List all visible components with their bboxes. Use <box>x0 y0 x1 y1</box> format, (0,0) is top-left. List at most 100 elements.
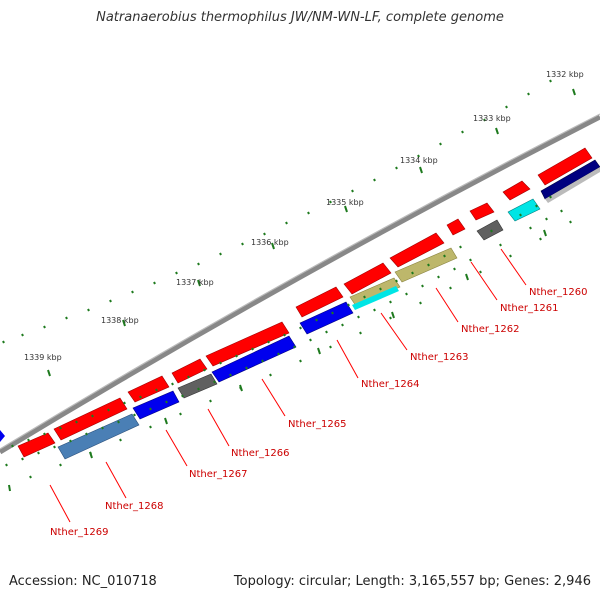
scale-tick <box>277 352 280 356</box>
gene-labels: Nther_1260 Nther_1261 Nther_1262 Nther_1… <box>50 287 587 538</box>
gene-label[interactable]: Nther_1263 <box>410 352 468 363</box>
gene-arrow[interactable] <box>476 219 504 241</box>
gene-arrow[interactable] <box>132 390 180 420</box>
scale-label: 1335 kbp <box>326 198 364 207</box>
scale-tick <box>325 330 328 334</box>
scale-tick <box>187 375 190 379</box>
gene-arrow[interactable] <box>343 262 392 295</box>
gene-arrow[interactable] <box>349 277 401 307</box>
scale-tick <box>149 407 152 411</box>
scale-tick <box>285 221 288 225</box>
scale-tick <box>549 195 552 199</box>
gene-arrow[interactable] <box>389 232 445 268</box>
scale-tick <box>107 408 110 412</box>
gene-label[interactable]: Nther_1268 <box>105 501 163 512</box>
gene-arrow[interactable] <box>352 286 399 310</box>
gene-arrow[interactable] <box>127 375 170 403</box>
scale-tick <box>59 426 62 430</box>
gene-arrow[interactable] <box>17 432 56 458</box>
gene-arrow[interactable] <box>171 358 208 384</box>
accession-text: Accession: NC_010718 <box>9 574 157 589</box>
scale-tick <box>29 475 32 479</box>
gene-label[interactable]: Nther_1269 <box>50 527 108 538</box>
gene-label[interactable]: Nther_1261 <box>500 303 558 314</box>
scale-tick <box>209 399 212 403</box>
scale-tick <box>2 340 5 344</box>
leader-line <box>500 248 527 286</box>
scale-tick <box>309 338 312 342</box>
scale-tick <box>505 105 508 109</box>
scale-tick <box>499 243 502 247</box>
scale-tick <box>119 438 122 442</box>
scale-tick <box>419 301 422 305</box>
scale-tick <box>395 279 398 283</box>
gene-label[interactable]: Nther_1262 <box>461 324 519 335</box>
leader-line <box>380 312 408 351</box>
scale-tick-major <box>164 417 168 425</box>
scale-tick <box>165 400 168 404</box>
reverse-strand-genes <box>0 159 600 460</box>
genome-title: Natranaerobius thermophilus JW/NM-WN-LF,… <box>96 10 504 25</box>
scale-tick <box>213 380 216 384</box>
gene-label[interactable]: Nther_1265 <box>288 419 346 430</box>
scale-tick <box>509 254 512 258</box>
gene-arrow[interactable] <box>205 321 290 367</box>
scale-tick <box>389 316 392 320</box>
scale-tick <box>219 252 222 256</box>
gene-label[interactable]: Nther_1264 <box>361 379 419 390</box>
gene-arrow[interactable] <box>0 430 5 442</box>
gene-label[interactable]: Nther_1266 <box>231 448 289 459</box>
scale-tick-major <box>317 347 321 355</box>
scale-tick <box>65 316 68 320</box>
gene-arrow[interactable] <box>469 202 495 221</box>
scale-tick <box>439 142 442 146</box>
gene-label[interactable]: Nther_1260 <box>529 287 587 298</box>
scale-tick <box>21 457 24 461</box>
scale-tick <box>263 232 266 236</box>
gene-arrow[interactable] <box>540 159 600 200</box>
scale-tick-major <box>543 229 547 237</box>
gene-arrow[interactable] <box>446 218 466 236</box>
gene-arrow[interactable] <box>295 286 344 318</box>
leader-line <box>105 461 127 499</box>
scale-tick <box>347 303 350 307</box>
scale-tick <box>519 213 522 217</box>
scale-tick <box>27 438 30 442</box>
scale-label: 1332 kbp <box>546 70 584 79</box>
scale-tick <box>315 318 318 322</box>
scale-tick <box>549 79 552 83</box>
scale-tick <box>405 292 408 296</box>
scale-label: 1337 kbp <box>176 278 214 287</box>
gene-label[interactable]: Nther_1267 <box>189 469 247 480</box>
scale-tick <box>175 271 178 275</box>
scale-tick <box>299 326 302 330</box>
gene-arrow[interactable] <box>211 335 297 383</box>
scale-tick <box>363 295 366 299</box>
scale-label: 1333 kbp <box>473 114 511 123</box>
scale-tick <box>395 166 398 170</box>
gene-arrow[interactable] <box>177 373 218 399</box>
scale-tick <box>453 267 456 271</box>
gene-arrow[interactable] <box>502 180 531 201</box>
scale-tick <box>133 413 136 417</box>
gene-arrow[interactable] <box>53 397 128 441</box>
gene-arrow[interactable] <box>507 198 541 222</box>
scale-tick <box>535 204 538 208</box>
scale-tick-major <box>8 484 11 492</box>
scale-tick <box>359 331 362 335</box>
scale-tick <box>179 412 182 416</box>
scale-tick <box>479 270 482 274</box>
outer-scale <box>2 79 576 377</box>
gene-arrow[interactable] <box>299 301 354 335</box>
scale-tick <box>283 333 286 337</box>
gene-arrow[interactable] <box>394 247 458 283</box>
gene-arrow[interactable] <box>57 413 140 460</box>
scale-tick <box>490 229 493 233</box>
scale-tick <box>229 373 232 377</box>
scale-tick-major <box>495 127 499 135</box>
scale-label: 1338 kbp <box>101 316 139 325</box>
forward-strand-genes <box>17 147 593 458</box>
gene-arrow[interactable] <box>537 147 593 186</box>
